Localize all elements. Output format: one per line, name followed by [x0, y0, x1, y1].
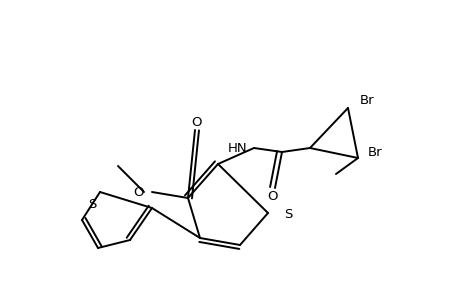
- Text: O: O: [191, 116, 202, 128]
- Text: S: S: [283, 208, 292, 220]
- Text: S: S: [88, 197, 96, 211]
- Text: HN: HN: [228, 142, 247, 154]
- Text: Br: Br: [367, 146, 382, 158]
- Text: O: O: [133, 185, 144, 199]
- Text: O: O: [267, 190, 278, 203]
- Text: Br: Br: [359, 94, 374, 106]
